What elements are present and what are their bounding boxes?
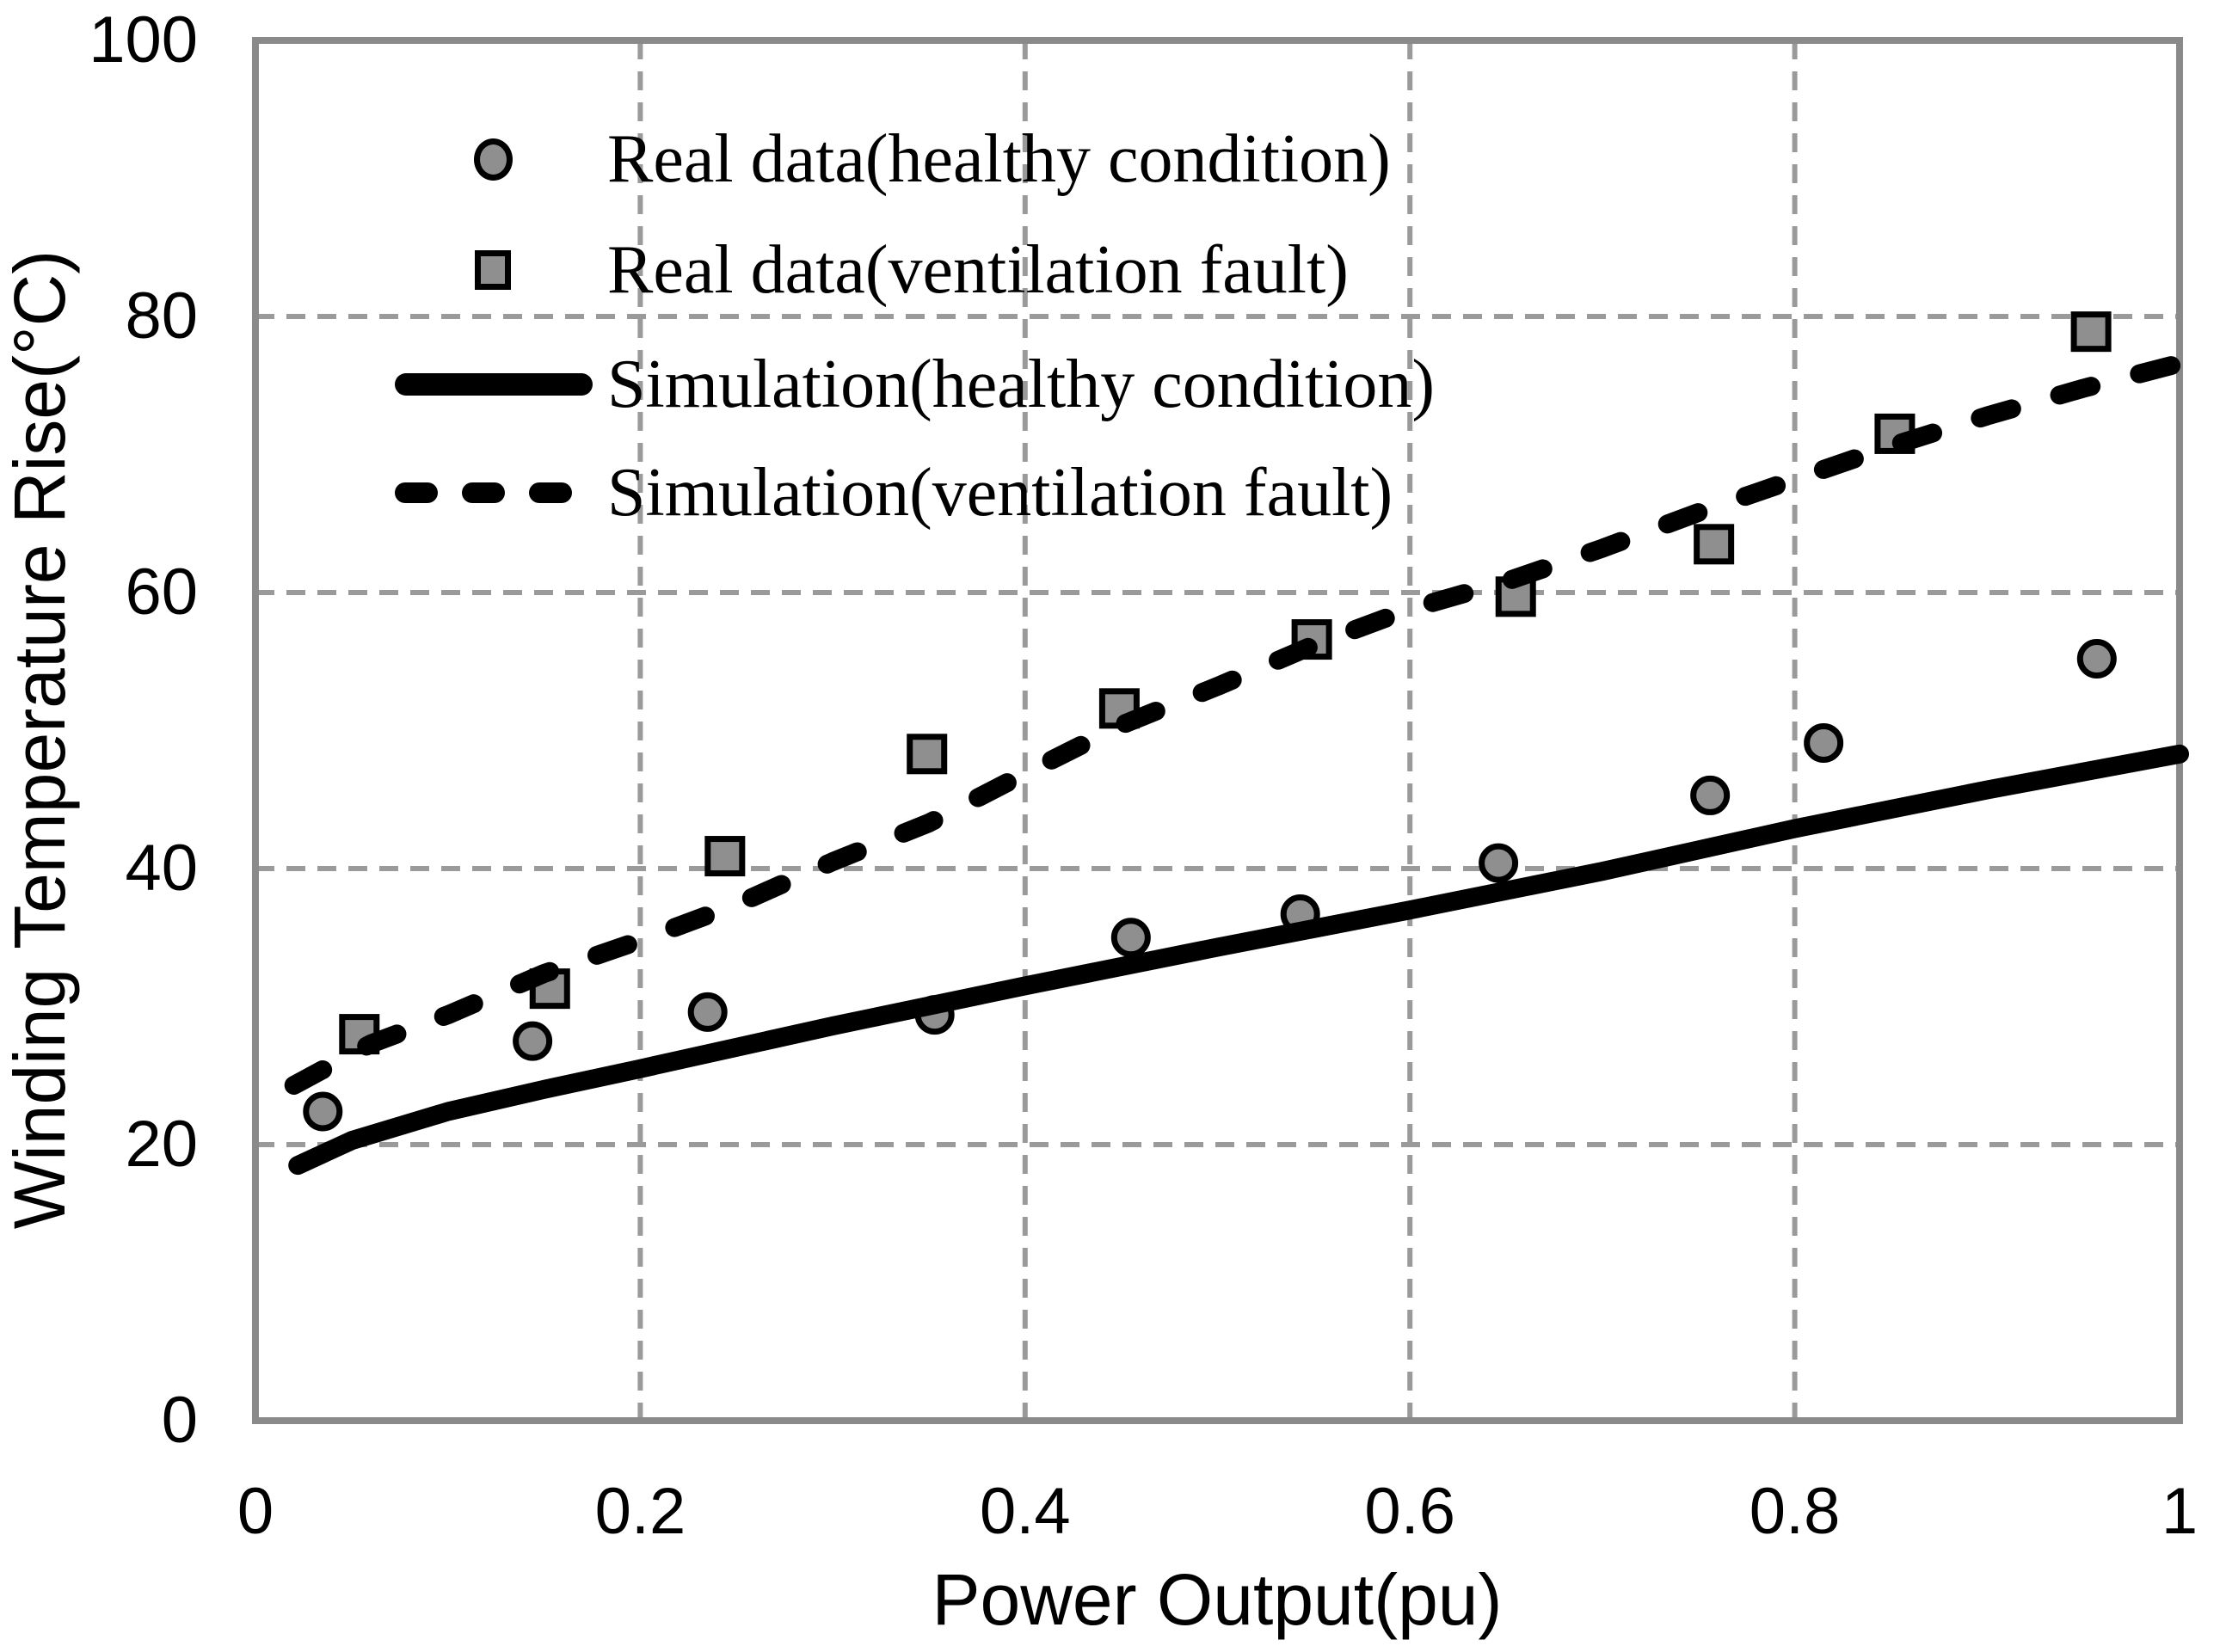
simulation-healthy-line xyxy=(288,744,2189,1176)
circle-marker-icon xyxy=(473,138,513,181)
data-point-circle xyxy=(687,992,728,1032)
data-point-circle xyxy=(1479,843,1519,883)
square-marker-icon xyxy=(475,250,511,290)
data-point-circle xyxy=(1804,722,1844,763)
plot-frame xyxy=(252,37,2183,1424)
x-tick-label: 0.4 xyxy=(979,1475,1071,1548)
legend-item-real-fault: Real data(ventilation fault) xyxy=(378,222,1349,318)
y-tick-label: 20 xyxy=(125,1108,198,1181)
data-point-circle xyxy=(303,1091,343,1132)
x-tick-label: 0.8 xyxy=(1749,1475,1841,1548)
data-point-square xyxy=(907,734,948,775)
y-tick-label: 100 xyxy=(89,3,198,77)
x-tick-label: 1 xyxy=(2161,1475,2198,1548)
legend-label: Simulation(ventilation fault) xyxy=(607,454,1393,531)
x-axis-title: Power Output(pu) xyxy=(932,1559,1503,1640)
y-tick-label: 60 xyxy=(125,556,198,629)
y-axis-title: Winding Temperature Rise(°C) xyxy=(0,249,80,1230)
solid-line-icon xyxy=(395,373,593,396)
legend-item-real-healthy: Real data(healthy condition) xyxy=(378,111,1391,207)
x-tick-label: 0.2 xyxy=(594,1475,686,1548)
data-point-circle xyxy=(2076,639,2117,679)
data-point-square xyxy=(704,836,746,877)
data-point-square xyxy=(2070,311,2112,353)
data-point-square xyxy=(1694,524,1735,565)
legend-marker-zone xyxy=(378,222,607,318)
legend-marker-zone xyxy=(378,336,607,433)
y-tick-label: 40 xyxy=(125,832,198,905)
simulation-fault-line xyxy=(284,353,2189,1095)
data-point-circle xyxy=(1110,918,1151,958)
data-point-circle xyxy=(513,1021,553,1061)
x-tick-label: 0 xyxy=(237,1475,274,1548)
x-tick-label: 0.6 xyxy=(1364,1475,1456,1548)
legend-marker-zone xyxy=(378,111,607,207)
y-tick-label: 0 xyxy=(161,1384,198,1457)
dashed-line-icon xyxy=(395,482,572,503)
legend-marker-zone xyxy=(378,445,607,541)
legend-item-sim-fault: Simulation(ventilation fault) xyxy=(378,445,1393,541)
legend-item-sim-healthy: Simulation(healthy condition) xyxy=(378,336,1435,433)
y-tick-label: 80 xyxy=(125,279,198,353)
legend-label: Real data(healthy condition) xyxy=(607,120,1391,197)
legend-label: Simulation(healthy condition) xyxy=(607,346,1436,422)
legend-label: Real data(ventilation fault) xyxy=(607,231,1349,308)
data-point-circle xyxy=(1690,775,1731,815)
